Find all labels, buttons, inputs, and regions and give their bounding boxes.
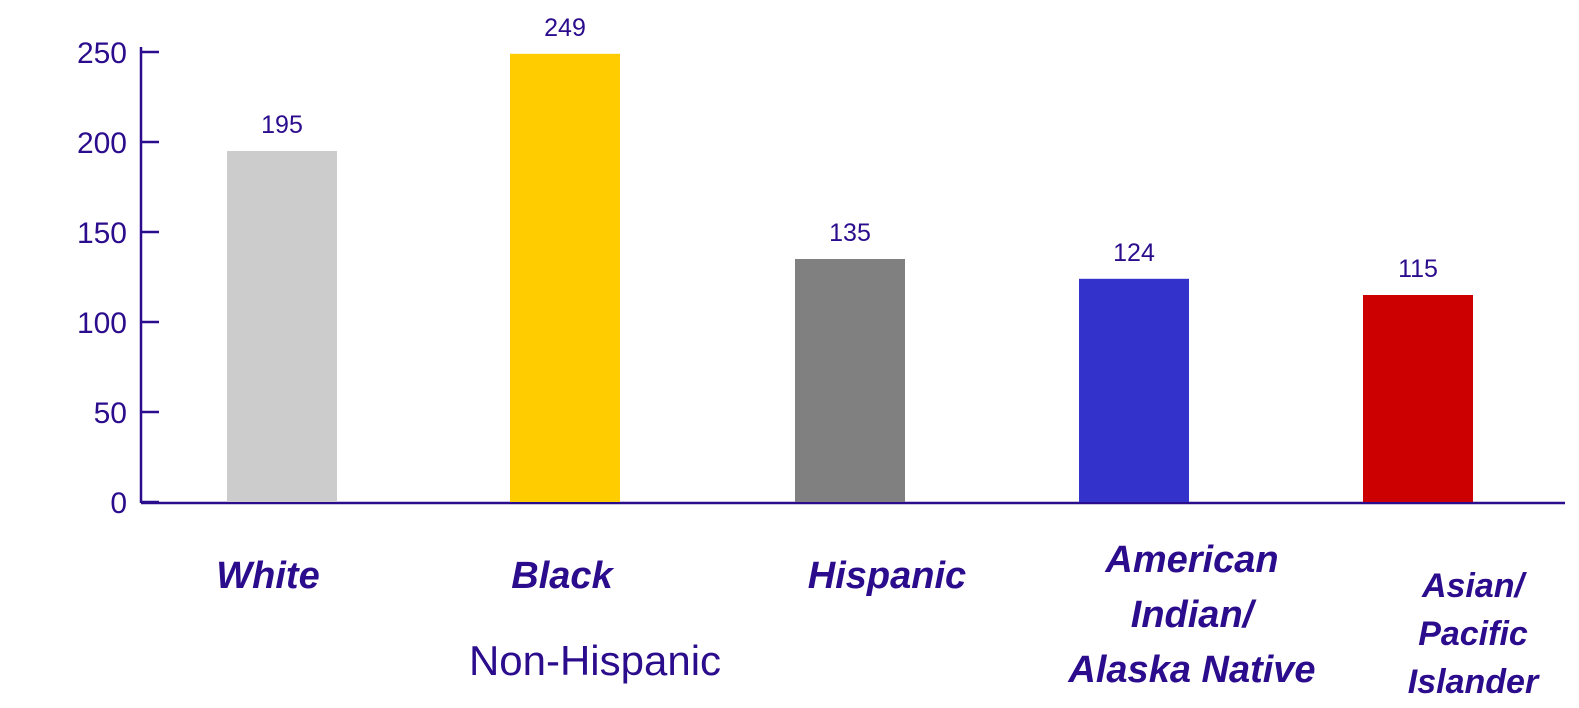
category-labels: White Black Hispanic American Indian/Alaska …	[216, 539, 1540, 701]
category-label: Hispanic	[808, 555, 966, 597]
category-label-line: Alaska Native	[1067, 649, 1315, 691]
bar-value-label: 195	[261, 111, 303, 139]
category-label: Asian/Pacific Islander	[1408, 567, 1540, 701]
category-label-line: Islander	[1408, 663, 1540, 701]
category-label-line: Asian/	[1421, 567, 1528, 605]
y-tick-label: 100	[77, 307, 127, 340]
value-labels: 195 249 135 124 115	[261, 14, 1438, 283]
bar-value-label: 124	[1113, 239, 1155, 267]
y-tick-label: 50	[94, 397, 127, 430]
category-label-line: Hispanic	[808, 555, 966, 597]
bar	[1363, 295, 1473, 502]
bar-value-label: 249	[544, 14, 586, 42]
category-label-line: White	[216, 555, 319, 597]
category-label: American Indian/Alaska Native	[1067, 539, 1315, 691]
bar	[510, 53, 620, 503]
bars	[227, 53, 1473, 503]
y-tick-label: 150	[77, 217, 127, 250]
bar	[795, 259, 905, 502]
bar	[227, 151, 337, 502]
y-tick-label: 200	[77, 127, 127, 160]
category-label-line: Indian/	[1131, 594, 1257, 636]
group-label-non-hispanic: Non-Hispanic	[469, 637, 721, 684]
bar-value-label: 115	[1398, 255, 1438, 283]
category-label: White	[216, 555, 319, 597]
category-label-line: Black	[511, 555, 614, 597]
y-axis: 0 50 100 150 200 250	[77, 37, 1565, 520]
bar-value-label: 135	[829, 219, 871, 247]
y-tick-label: 0	[110, 487, 127, 520]
category-label: Black	[511, 555, 614, 597]
category-label-line: American	[1104, 539, 1278, 581]
bar	[1079, 278, 1189, 502]
y-tick-label: 250	[77, 37, 127, 70]
category-label-line: Pacific	[1418, 615, 1528, 653]
